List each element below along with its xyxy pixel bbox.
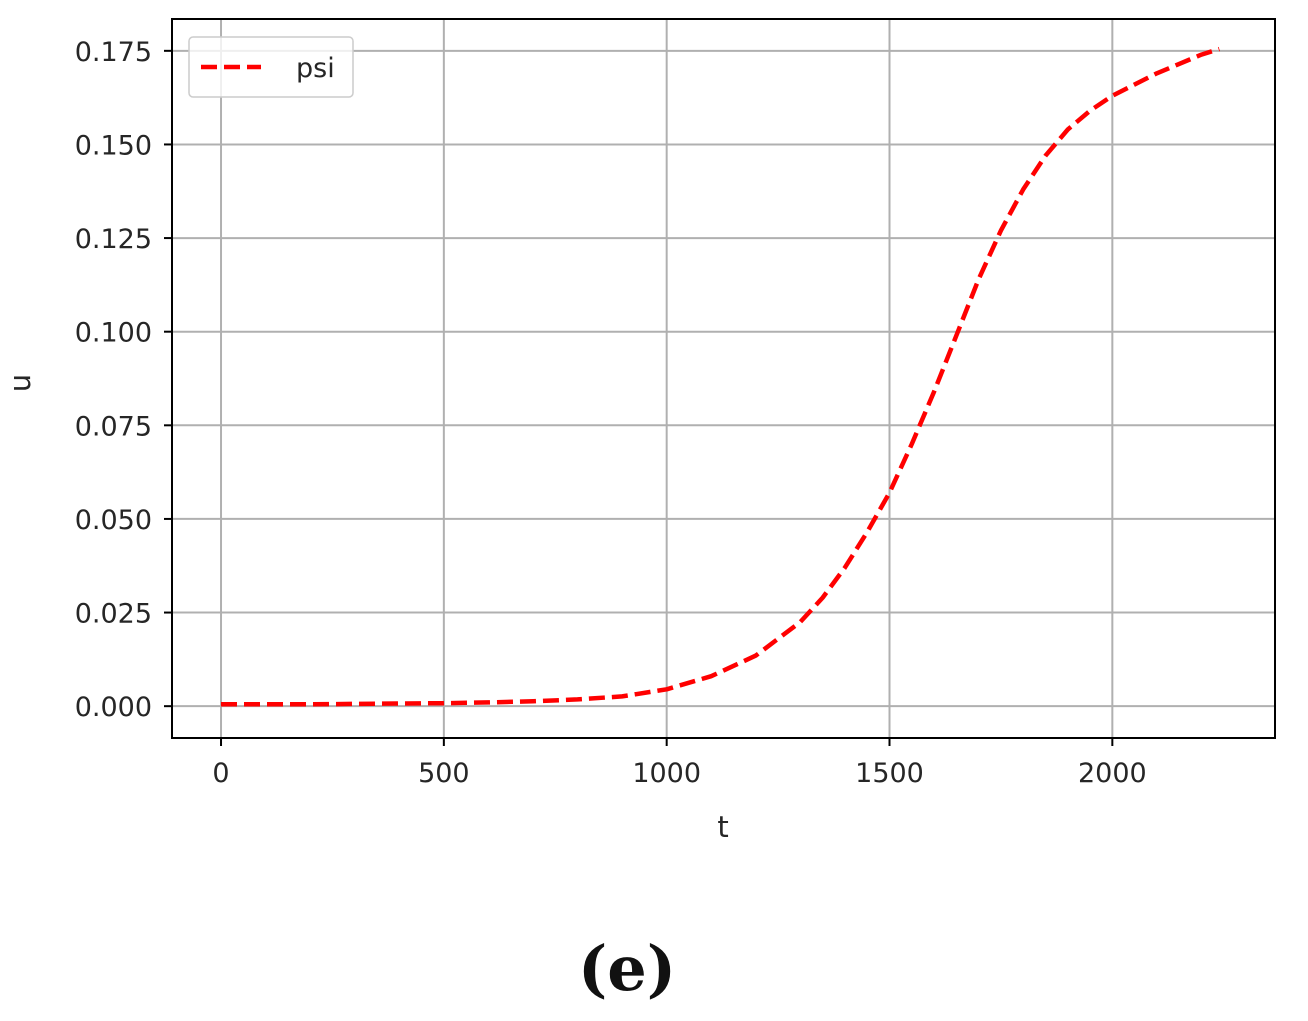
legend: psi — [188, 36, 354, 98]
plot-frame — [171, 18, 1276, 739]
y-tick-label: 0.150 — [75, 130, 152, 161]
y-tick-label: 0.050 — [75, 505, 152, 536]
x-tick-label: 500 — [418, 758, 470, 789]
legend-box — [188, 36, 354, 98]
y-tick-label: 0.100 — [75, 318, 152, 349]
y-tick-label: 0.175 — [75, 37, 152, 68]
x-tick-label: 1500 — [855, 758, 924, 789]
x-tick-label: 2000 — [1078, 758, 1147, 789]
y-tick-label: 0.025 — [75, 599, 152, 630]
legend-label: psi — [296, 53, 335, 84]
y-tick-label: 0.000 — [75, 692, 152, 723]
y-tick-label: 0.075 — [75, 411, 152, 442]
y-axis-label: u — [3, 374, 37, 392]
grid-lines — [172, 19, 1275, 738]
x-axis-ticks: 0 500 1000 1500 2000 — [212, 738, 1147, 789]
x-tick-label: 0 — [212, 758, 229, 789]
series-line-psi — [221, 46, 1220, 707]
panel-label: (e) — [578, 932, 676, 1005]
y-axis-ticks: 0.000 0.025 0.050 0.075 0.100 0.125 0.150 0.175 — [75, 37, 172, 723]
x-axis-label: t — [717, 810, 728, 844]
x-tick-label: 1000 — [632, 758, 701, 789]
y-tick-label: 0.125 — [75, 224, 152, 255]
series-layer — [221, 46, 1220, 707]
